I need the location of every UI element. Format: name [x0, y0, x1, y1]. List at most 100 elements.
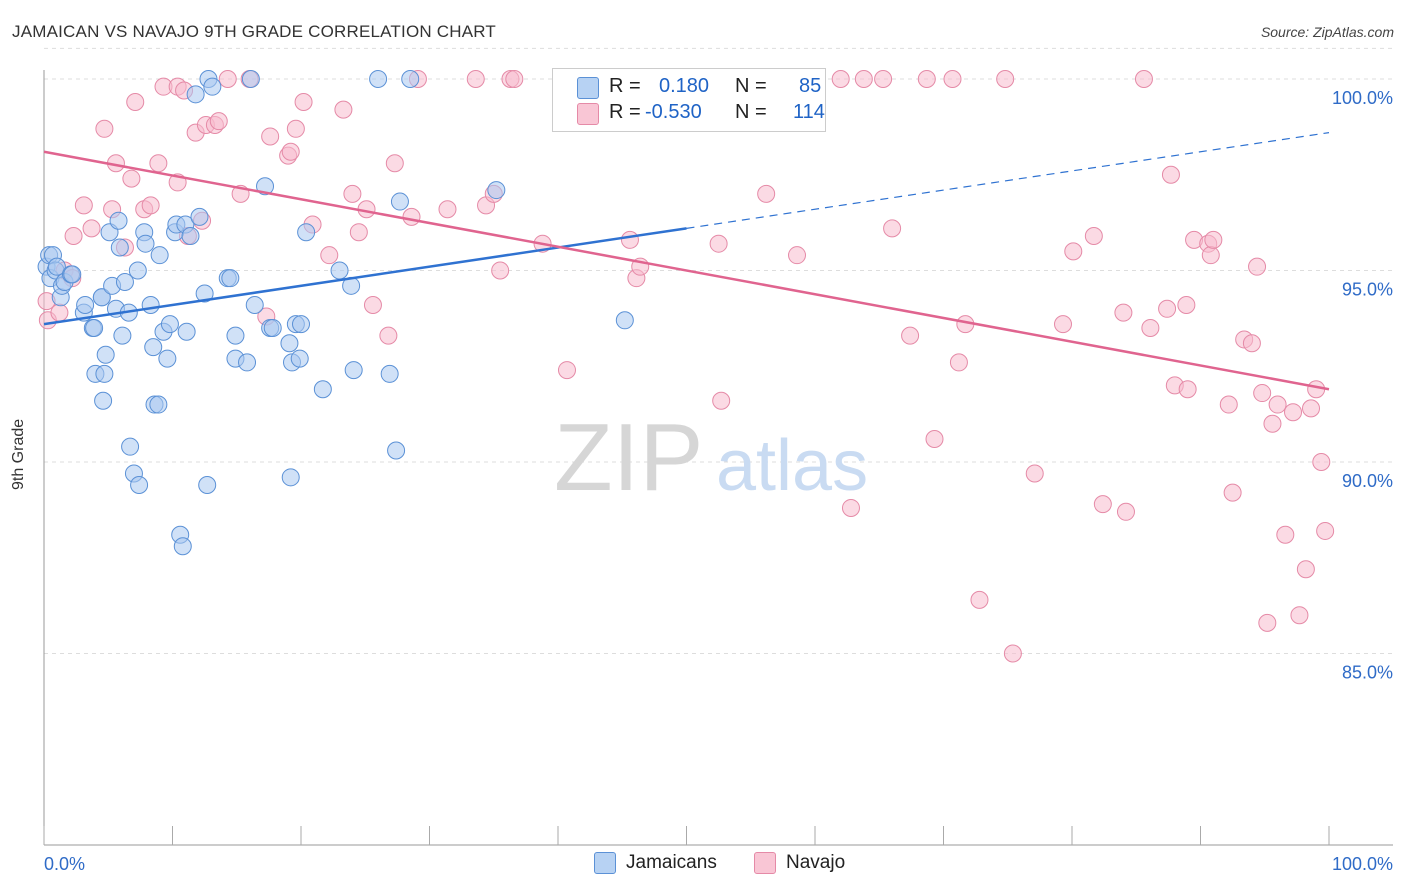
navajo-point — [1134, 70, 1153, 88]
jamaicans-point — [136, 234, 155, 253]
jamaicans-point — [238, 353, 257, 372]
navajo-point — [901, 326, 920, 345]
navajo-point — [925, 430, 944, 449]
jamaicans-trend-line — [43, 227, 687, 326]
navajo-point — [209, 112, 228, 131]
navajo-point — [149, 154, 168, 173]
navajo-trend-line — [43, 150, 1330, 391]
navajo-point — [218, 70, 237, 88]
navajo-point — [294, 92, 313, 111]
legend-n-label: N = — [735, 75, 767, 97]
navajo-point — [1025, 464, 1044, 483]
navajo-point — [1253, 384, 1272, 403]
navajo-point — [1268, 395, 1287, 414]
jamaicans-point — [198, 475, 217, 494]
navajo-point — [1114, 303, 1133, 322]
legend-r-value: 0.180 — [659, 75, 710, 97]
legend-r-label: R = — [609, 101, 641, 123]
jamaicans-point — [290, 349, 309, 368]
x-tick-label-min: 0.0% — [44, 854, 85, 874]
jamaicans-point — [226, 326, 245, 345]
navajo-point — [1141, 318, 1160, 337]
navajo-point — [1312, 453, 1331, 471]
jamaicans-point — [195, 284, 214, 303]
navajo-point — [1054, 315, 1073, 334]
bottom-legend-label-navajo: Navajo — [786, 852, 846, 873]
navajo-point — [334, 100, 353, 119]
navajo-point — [1003, 644, 1022, 663]
chart-title: JAMAICAN VS NAVAJO 9TH GRADE CORRELATION… — [12, 22, 497, 41]
navajo-point — [854, 70, 873, 88]
navajo-point — [874, 70, 893, 88]
navajo-point — [557, 361, 576, 380]
jamaicans-point — [121, 437, 140, 456]
navajo-point — [1219, 395, 1238, 414]
legend-n-value: 85 — [799, 75, 822, 97]
navajo-point — [1177, 295, 1196, 314]
jamaicans-point — [110, 238, 129, 257]
jamaicans-point — [130, 475, 149, 494]
navajo-point — [64, 227, 83, 246]
jamaicans-point — [109, 211, 128, 230]
jamaicans-point — [487, 181, 506, 200]
navajo-point — [1296, 560, 1315, 579]
jamaicans-point — [263, 318, 282, 337]
jamaicans-point — [292, 315, 310, 334]
navajo-point — [286, 119, 305, 138]
legend-swatch-jamaicans — [577, 77, 599, 99]
jamaicans-point — [128, 261, 147, 280]
jamaicans-point — [369, 70, 388, 88]
jamaicans-point — [92, 288, 111, 307]
navajo-point — [74, 196, 93, 215]
navajo-point — [1084, 227, 1103, 246]
navajo-point — [1316, 521, 1335, 540]
navajo-point — [1307, 380, 1326, 399]
jamaicans-point — [63, 265, 82, 284]
y-tick-label: 100.0% — [1332, 88, 1393, 108]
navajo-point — [1276, 525, 1295, 544]
y-tick-label: 85.0% — [1342, 663, 1393, 683]
jamaicans-point — [181, 227, 200, 246]
jamaicans-point — [95, 364, 114, 383]
navajo-point — [491, 261, 510, 280]
jamaicans-point — [160, 315, 179, 334]
navajo-point — [996, 70, 1015, 88]
navajo-point — [1258, 613, 1277, 632]
navajo-point — [712, 391, 731, 410]
jamaicans-point — [241, 70, 260, 88]
jamaicans-point — [380, 364, 399, 383]
jamaicans-point — [96, 345, 115, 364]
navajo-point — [1161, 165, 1180, 184]
navajo-point — [831, 70, 850, 88]
jamaicans-point — [149, 395, 168, 414]
navajo-point — [50, 303, 69, 322]
navajo-point — [970, 590, 989, 609]
y-tick-label: 95.0% — [1342, 280, 1393, 300]
navajo-point — [261, 127, 280, 146]
bottom-legend-swatch-navajo — [754, 852, 776, 874]
jamaicans-point — [297, 223, 316, 242]
navajo-point — [438, 200, 457, 219]
navajo-point — [1290, 606, 1309, 625]
navajo-point — [505, 70, 524, 88]
navajo-point — [95, 119, 114, 138]
navajo-point — [620, 230, 639, 249]
navajo-point — [379, 326, 398, 345]
jamaicans-point — [150, 246, 169, 265]
legend-n-value: 114 — [793, 101, 825, 123]
bottom-legend-swatch-jamaicans — [594, 852, 616, 874]
navajo-point — [1178, 380, 1197, 399]
navajo-point — [122, 169, 141, 188]
jamaicans-point — [113, 326, 132, 345]
legend-swatch-navajo — [577, 103, 599, 125]
navajo-point — [1093, 495, 1112, 514]
jamaicans-point — [256, 177, 275, 196]
navajo-point — [363, 295, 382, 314]
navajo-point — [402, 207, 421, 226]
navajo-point — [917, 70, 936, 88]
navajo-point — [1201, 246, 1220, 265]
jamaicans-point — [85, 318, 104, 337]
x-tick-label-max: 100.0% — [1332, 854, 1393, 874]
jamaicans-point — [281, 468, 300, 487]
